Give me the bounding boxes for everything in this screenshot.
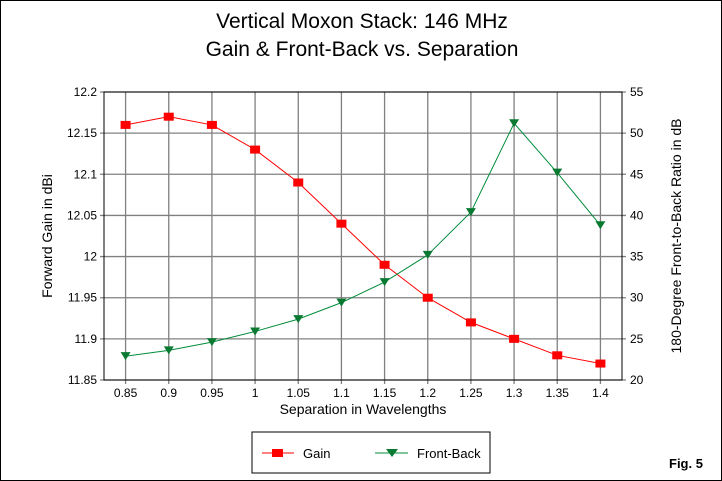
x-tick-label: 1.2 xyxy=(419,386,436,400)
y-tick-label: 12.05 xyxy=(67,208,97,222)
front-back-point xyxy=(552,168,563,177)
gain-point xyxy=(465,318,476,327)
legend-fb-label: Front-Back xyxy=(417,446,481,461)
gain-point xyxy=(595,359,606,368)
x-tick-label: 1.05 xyxy=(287,386,311,400)
gain-point xyxy=(379,260,390,269)
x-tick-label: 0.9 xyxy=(160,386,177,400)
y2-tick-label: 20 xyxy=(630,373,644,387)
front-back-point xyxy=(120,352,131,361)
y2-tick-label: 40 xyxy=(630,208,644,222)
front-back-point xyxy=(293,315,304,324)
legend-gain-marker xyxy=(272,449,283,457)
front-back-point xyxy=(509,119,520,128)
y-tick-labels: 11.85 11.9 11.95 12 12.05 12.1 12.15 12.2 xyxy=(67,85,97,387)
y-tick-label: 12.1 xyxy=(74,167,98,181)
y2-tick-label: 35 xyxy=(630,250,644,264)
y-tick-label: 11.85 xyxy=(68,373,97,387)
front-back-point xyxy=(465,208,476,217)
gain-point xyxy=(120,120,131,129)
y-axis-label: Forward Gain in dBi xyxy=(39,174,55,298)
gain-point xyxy=(250,145,261,154)
plot-frame xyxy=(103,91,623,381)
front-back-point xyxy=(250,327,261,336)
gain-point xyxy=(206,120,217,129)
x-tick-label: 1.25 xyxy=(459,386,483,400)
legend-gain-label: Gain xyxy=(303,446,330,461)
gain-point xyxy=(509,334,520,343)
chart-title-line-2: Gain & Front-Back vs. Separation xyxy=(206,38,519,61)
y-tick-label: 12.15 xyxy=(67,126,97,140)
gain-point xyxy=(293,178,304,187)
front-back-point xyxy=(422,250,433,259)
front-back-point xyxy=(595,221,606,230)
gain-point xyxy=(422,293,433,302)
x-tick-label: 1.35 xyxy=(546,386,570,400)
y-tick-label: 11.9 xyxy=(75,332,98,346)
x-tick-label: 0.85 xyxy=(114,386,138,400)
x-tick-labels: 0.85 0.9 0.95 1 1.05 1.1 1.15 1.2 1.25 1.3 1.35 1.4 xyxy=(114,386,609,400)
legend-fb-marker xyxy=(386,449,398,457)
x-tick-label: 1 xyxy=(252,386,259,400)
y2-axis-label: 180-Degree Front-to-Back Ratio in dB xyxy=(668,119,684,354)
figure-number: Fig. 5 xyxy=(669,456,703,471)
series-layer xyxy=(120,112,606,368)
y-tick-label: 11.95 xyxy=(68,291,97,305)
gain-line xyxy=(125,116,601,365)
gain-point xyxy=(163,112,174,121)
y2-tick-label: 30 xyxy=(630,291,644,305)
x-tick-label: 0.95 xyxy=(200,386,224,400)
y2-tick-label: 50 xyxy=(630,126,644,140)
gain-point xyxy=(336,219,347,228)
y-tick-label: 12.2 xyxy=(74,85,98,99)
y2-tick-label: 25 xyxy=(630,332,644,346)
chart-title-line-1: Vertical Moxon Stack: 146 MHz xyxy=(216,10,508,33)
front-back-point xyxy=(163,346,174,355)
x-tick-label: 1.4 xyxy=(592,386,609,400)
y2-tick-labels: 20 25 30 35 40 45 50 55 xyxy=(630,85,644,387)
x-axis-label: Separation in Wavelengths xyxy=(280,401,447,417)
legend: Gain Front-Back xyxy=(251,431,491,474)
grid xyxy=(100,91,626,384)
front-back-point xyxy=(206,338,217,347)
front-back-point xyxy=(379,278,390,287)
front-back-line xyxy=(125,122,601,357)
gain-point xyxy=(552,351,563,360)
y-tick-label: 12 xyxy=(84,250,98,264)
front-back-point xyxy=(336,298,347,307)
x-tick-label: 1.3 xyxy=(506,386,523,400)
y2-tick-label: 45 xyxy=(630,167,644,181)
y2-tick-label: 55 xyxy=(630,85,644,99)
x-tick-label: 1.1 xyxy=(333,386,350,400)
x-tick-label: 1.15 xyxy=(373,386,397,400)
